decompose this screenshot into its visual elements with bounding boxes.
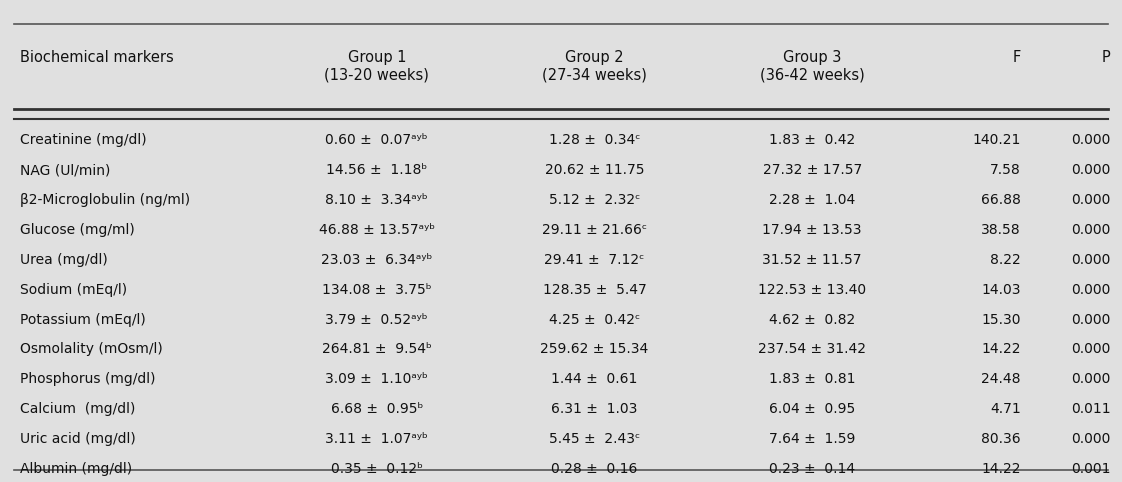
Text: 0.000: 0.000 [1070,193,1111,207]
Text: 3.11 ±  1.07ᵃʸᵇ: 3.11 ± 1.07ᵃʸᵇ [325,432,429,446]
Text: 14.56 ±  1.18ᵇ: 14.56 ± 1.18ᵇ [327,163,427,177]
Text: 259.62 ± 15.34: 259.62 ± 15.34 [541,342,649,356]
Text: 29.11 ± 21.66ᶜ: 29.11 ± 21.66ᶜ [542,223,647,237]
Text: 0.000: 0.000 [1070,282,1111,296]
Text: 3.79 ±  0.52ᵃʸᵇ: 3.79 ± 0.52ᵃʸᵇ [325,312,429,326]
Text: 14.03: 14.03 [982,282,1021,296]
Text: Osmolality (mOsm/l): Osmolality (mOsm/l) [19,342,163,356]
Text: 237.54 ± 31.42: 237.54 ± 31.42 [758,342,866,356]
Text: Phosphorus (mg/dl): Phosphorus (mg/dl) [19,372,155,386]
Text: Glucose (mg/ml): Glucose (mg/ml) [19,223,135,237]
Text: 1.44 ±  0.61: 1.44 ± 0.61 [551,372,637,386]
Text: 134.08 ±  3.75ᵇ: 134.08 ± 3.75ᵇ [322,282,432,296]
Text: 31.52 ± 11.57: 31.52 ± 11.57 [763,253,862,267]
Text: 0.011: 0.011 [1070,402,1111,416]
Text: Uric acid (mg/dl): Uric acid (mg/dl) [19,432,136,446]
Text: 0.000: 0.000 [1070,312,1111,326]
Text: 0.000: 0.000 [1070,223,1111,237]
Text: 20.62 ± 11.75: 20.62 ± 11.75 [545,163,644,177]
Text: 140.21: 140.21 [973,133,1021,147]
Text: 15.30: 15.30 [982,312,1021,326]
Text: 0.001: 0.001 [1070,462,1111,476]
Text: 1.28 ±  0.34ᶜ: 1.28 ± 0.34ᶜ [549,133,641,147]
Text: Creatinine (mg/dl): Creatinine (mg/dl) [19,133,146,147]
Text: 128.35 ±  5.47: 128.35 ± 5.47 [543,282,646,296]
Text: 0.000: 0.000 [1070,432,1111,446]
Text: 14.22: 14.22 [982,462,1021,476]
Text: 80.36: 80.36 [982,432,1021,446]
Text: Urea (mg/dl): Urea (mg/dl) [19,253,108,267]
Text: 27.32 ± 17.57: 27.32 ± 17.57 [763,163,862,177]
Text: 29.41 ±  7.12ᶜ: 29.41 ± 7.12ᶜ [544,253,645,267]
Text: 0.000: 0.000 [1070,253,1111,267]
Text: 6.68 ±  0.95ᵇ: 6.68 ± 0.95ᵇ [331,402,423,416]
Text: NAG (Ul/min): NAG (Ul/min) [19,163,110,177]
Text: 2.28 ±  1.04: 2.28 ± 1.04 [769,193,855,207]
Text: P: P [1102,50,1111,65]
Text: Biochemical markers: Biochemical markers [19,50,173,65]
Text: 5.12 ±  2.32ᶜ: 5.12 ± 2.32ᶜ [549,193,641,207]
Text: 0.23 ±  0.14: 0.23 ± 0.14 [770,462,855,476]
Text: 5.45 ±  2.43ᶜ: 5.45 ± 2.43ᶜ [549,432,640,446]
Text: β2-Microglobulin (ng/ml): β2-Microglobulin (ng/ml) [19,193,190,207]
Text: 0.000: 0.000 [1070,372,1111,386]
Text: 24.48: 24.48 [982,372,1021,386]
Text: Sodium (mEq/l): Sodium (mEq/l) [19,282,127,296]
Text: Group 2
(27-34 weeks): Group 2 (27-34 weeks) [542,50,647,82]
Text: Albumin (mg/dl): Albumin (mg/dl) [19,462,131,476]
Text: 3.09 ±  1.10ᵃʸᵇ: 3.09 ± 1.10ᵃʸᵇ [325,372,429,386]
Text: 4.62 ±  0.82: 4.62 ± 0.82 [769,312,855,326]
Text: 14.22: 14.22 [982,342,1021,356]
Text: 38.58: 38.58 [982,223,1021,237]
Text: 264.81 ±  9.54ᵇ: 264.81 ± 9.54ᵇ [322,342,432,356]
Text: 1.83 ±  0.81: 1.83 ± 0.81 [769,372,855,386]
Text: F: F [1013,50,1021,65]
Text: Group 1
(13-20 weeks): Group 1 (13-20 weeks) [324,50,430,82]
Text: 46.88 ± 13.57ᵃʸᵇ: 46.88 ± 13.57ᵃʸᵇ [319,223,435,237]
Text: 122.53 ± 13.40: 122.53 ± 13.40 [758,282,866,296]
Text: 0.000: 0.000 [1070,342,1111,356]
Text: 8.10 ±  3.34ᵃʸᵇ: 8.10 ± 3.34ᵃʸᵇ [325,193,429,207]
Text: 66.88: 66.88 [981,193,1021,207]
Text: 7.58: 7.58 [991,163,1021,177]
Text: 1.83 ±  0.42: 1.83 ± 0.42 [769,133,855,147]
Text: 23.03 ±  6.34ᵃʸᵇ: 23.03 ± 6.34ᵃʸᵇ [321,253,432,267]
Text: Group 3
(36-42 weeks): Group 3 (36-42 weeks) [760,50,865,82]
Text: 0.60 ±  0.07ᵃʸᵇ: 0.60 ± 0.07ᵃʸᵇ [325,133,429,147]
Text: 8.22: 8.22 [991,253,1021,267]
Text: 4.71: 4.71 [991,402,1021,416]
Text: 4.25 ±  0.42ᶜ: 4.25 ± 0.42ᶜ [549,312,640,326]
Text: 6.31 ±  1.03: 6.31 ± 1.03 [551,402,637,416]
Text: Potassium (mEq/l): Potassium (mEq/l) [19,312,145,326]
Text: 0.28 ±  0.16: 0.28 ± 0.16 [551,462,637,476]
Text: 0.35 ±  0.12ᵇ: 0.35 ± 0.12ᵇ [331,462,423,476]
Text: 7.64 ±  1.59: 7.64 ± 1.59 [769,432,855,446]
Text: Calcium  (mg/dl): Calcium (mg/dl) [19,402,135,416]
Text: 0.000: 0.000 [1070,133,1111,147]
Text: 0.000: 0.000 [1070,163,1111,177]
Text: 6.04 ±  0.95: 6.04 ± 0.95 [769,402,855,416]
Text: 17.94 ± 13.53: 17.94 ± 13.53 [763,223,862,237]
